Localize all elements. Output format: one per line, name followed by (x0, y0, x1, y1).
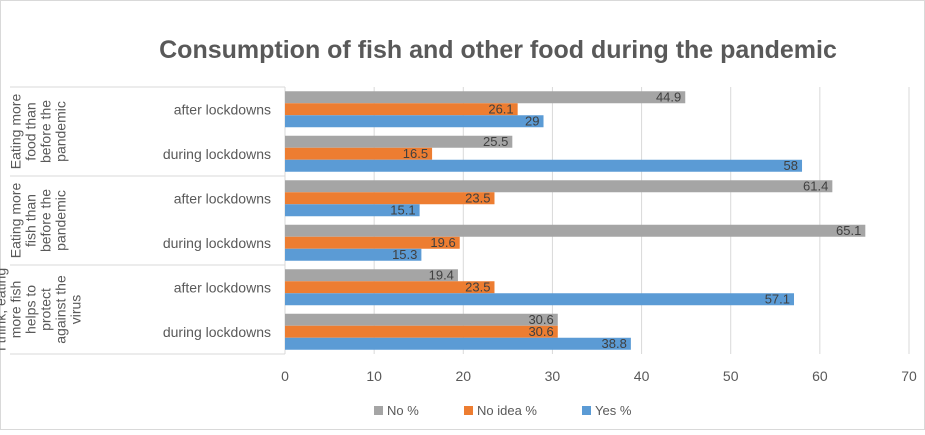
data-label: 58 (784, 158, 798, 173)
group-label-line: protect (38, 288, 54, 331)
data-label: 61.4 (803, 178, 828, 193)
group-label-line: before the (38, 189, 54, 252)
category-label: after lockdowns (174, 279, 271, 295)
bar-no (285, 180, 833, 193)
group-label-line: pandemic (53, 101, 69, 162)
chart-title: Consumption of fish and other food durin… (159, 36, 837, 64)
category-label: during lockdowns (163, 324, 271, 340)
x-tick-label: 50 (723, 368, 739, 384)
x-tick-label: 30 (545, 368, 561, 384)
bar-noidea (285, 147, 433, 160)
group-label-line: pandemic (53, 190, 69, 251)
bar-yes (285, 204, 420, 217)
gridlines (284, 87, 910, 354)
bar-noidea (285, 103, 518, 116)
bar-noidea (285, 325, 558, 338)
bar-noidea (285, 236, 460, 249)
group-label-line: helps to (23, 285, 39, 334)
bar-no (285, 269, 458, 282)
group-label-line: food than (23, 102, 39, 160)
data-label: 19.6 (430, 235, 455, 250)
bar-yes (285, 337, 631, 350)
group-label: Eating morefood thanbefore thepandemic (8, 94, 69, 170)
group-label: I think, eatingmore fishhelps toprotecta… (0, 268, 84, 351)
bar-no (285, 91, 686, 104)
group-label-line: before the (38, 100, 54, 163)
data-label: 30.6 (528, 312, 553, 327)
group-label-line: more fish (8, 281, 24, 339)
legend-swatch (374, 406, 383, 415)
data-label: 16.5 (403, 146, 428, 161)
bar-yes (285, 115, 544, 128)
data-label: 15.3 (392, 247, 417, 262)
group-label-line: Eating more (8, 94, 24, 170)
data-label: 65.1 (836, 223, 861, 238)
x-tick-label: 10 (366, 368, 382, 384)
category-axis: Eating morefood thanbefore thepandemic af… (0, 86, 286, 355)
data-label: 30.6 (528, 324, 553, 339)
bar-no (285, 224, 866, 237)
group-label-line: fish than (23, 194, 39, 247)
data-label: 44.9 (656, 89, 681, 104)
bar-no (285, 135, 513, 148)
data-label: 26.1 (488, 101, 513, 116)
data-label: 29 (525, 113, 539, 128)
bar-yes (285, 248, 422, 261)
data-label: 57.1 (765, 291, 790, 306)
data-label: 19.4 (429, 267, 454, 282)
data-labels: 44.9 26.1 29 25.5 16.5 58 61.4 23.5 15.1 65.1 19.6… (390, 89, 861, 351)
category-label: during lockdowns (163, 146, 271, 162)
legend: No % No idea % Yes % (374, 403, 632, 418)
data-label: 23.5 (465, 279, 490, 294)
group-label-line: virus (68, 295, 84, 325)
group-label-line: I think, eating (0, 268, 9, 351)
group-label-line: against the (53, 275, 69, 344)
x-axis-ticks: 0 10 20 30 40 50 60 70 (281, 368, 917, 384)
bars (285, 91, 866, 350)
legend-swatch (464, 406, 473, 415)
legend-label: Yes % (595, 403, 632, 418)
category-label: after lockdowns (174, 101, 271, 117)
bar-no (285, 313, 558, 326)
legend-swatch (582, 406, 591, 415)
bar-noidea (285, 192, 495, 205)
x-tick-label: 40 (634, 368, 650, 384)
x-tick-label: 60 (812, 368, 828, 384)
x-tick-label: 70 (901, 368, 917, 384)
x-tick-label: 20 (455, 368, 471, 384)
bar-noidea (285, 281, 495, 294)
bar-yes (285, 159, 803, 172)
data-label: 25.5 (483, 134, 508, 149)
group-label-line: Eating more (8, 183, 24, 259)
data-label: 15.1 (390, 202, 415, 217)
legend-label: No % (387, 403, 419, 418)
data-label: 38.8 (602, 336, 627, 351)
group-label: Eating morefish thanbefore thepandemic (8, 183, 69, 259)
category-label: during lockdowns (163, 235, 271, 251)
x-tick-label: 0 (281, 368, 289, 384)
data-label: 23.5 (465, 190, 490, 205)
legend-label: No idea % (477, 403, 537, 418)
bar-yes (285, 293, 795, 306)
category-label: after lockdowns (174, 190, 271, 206)
